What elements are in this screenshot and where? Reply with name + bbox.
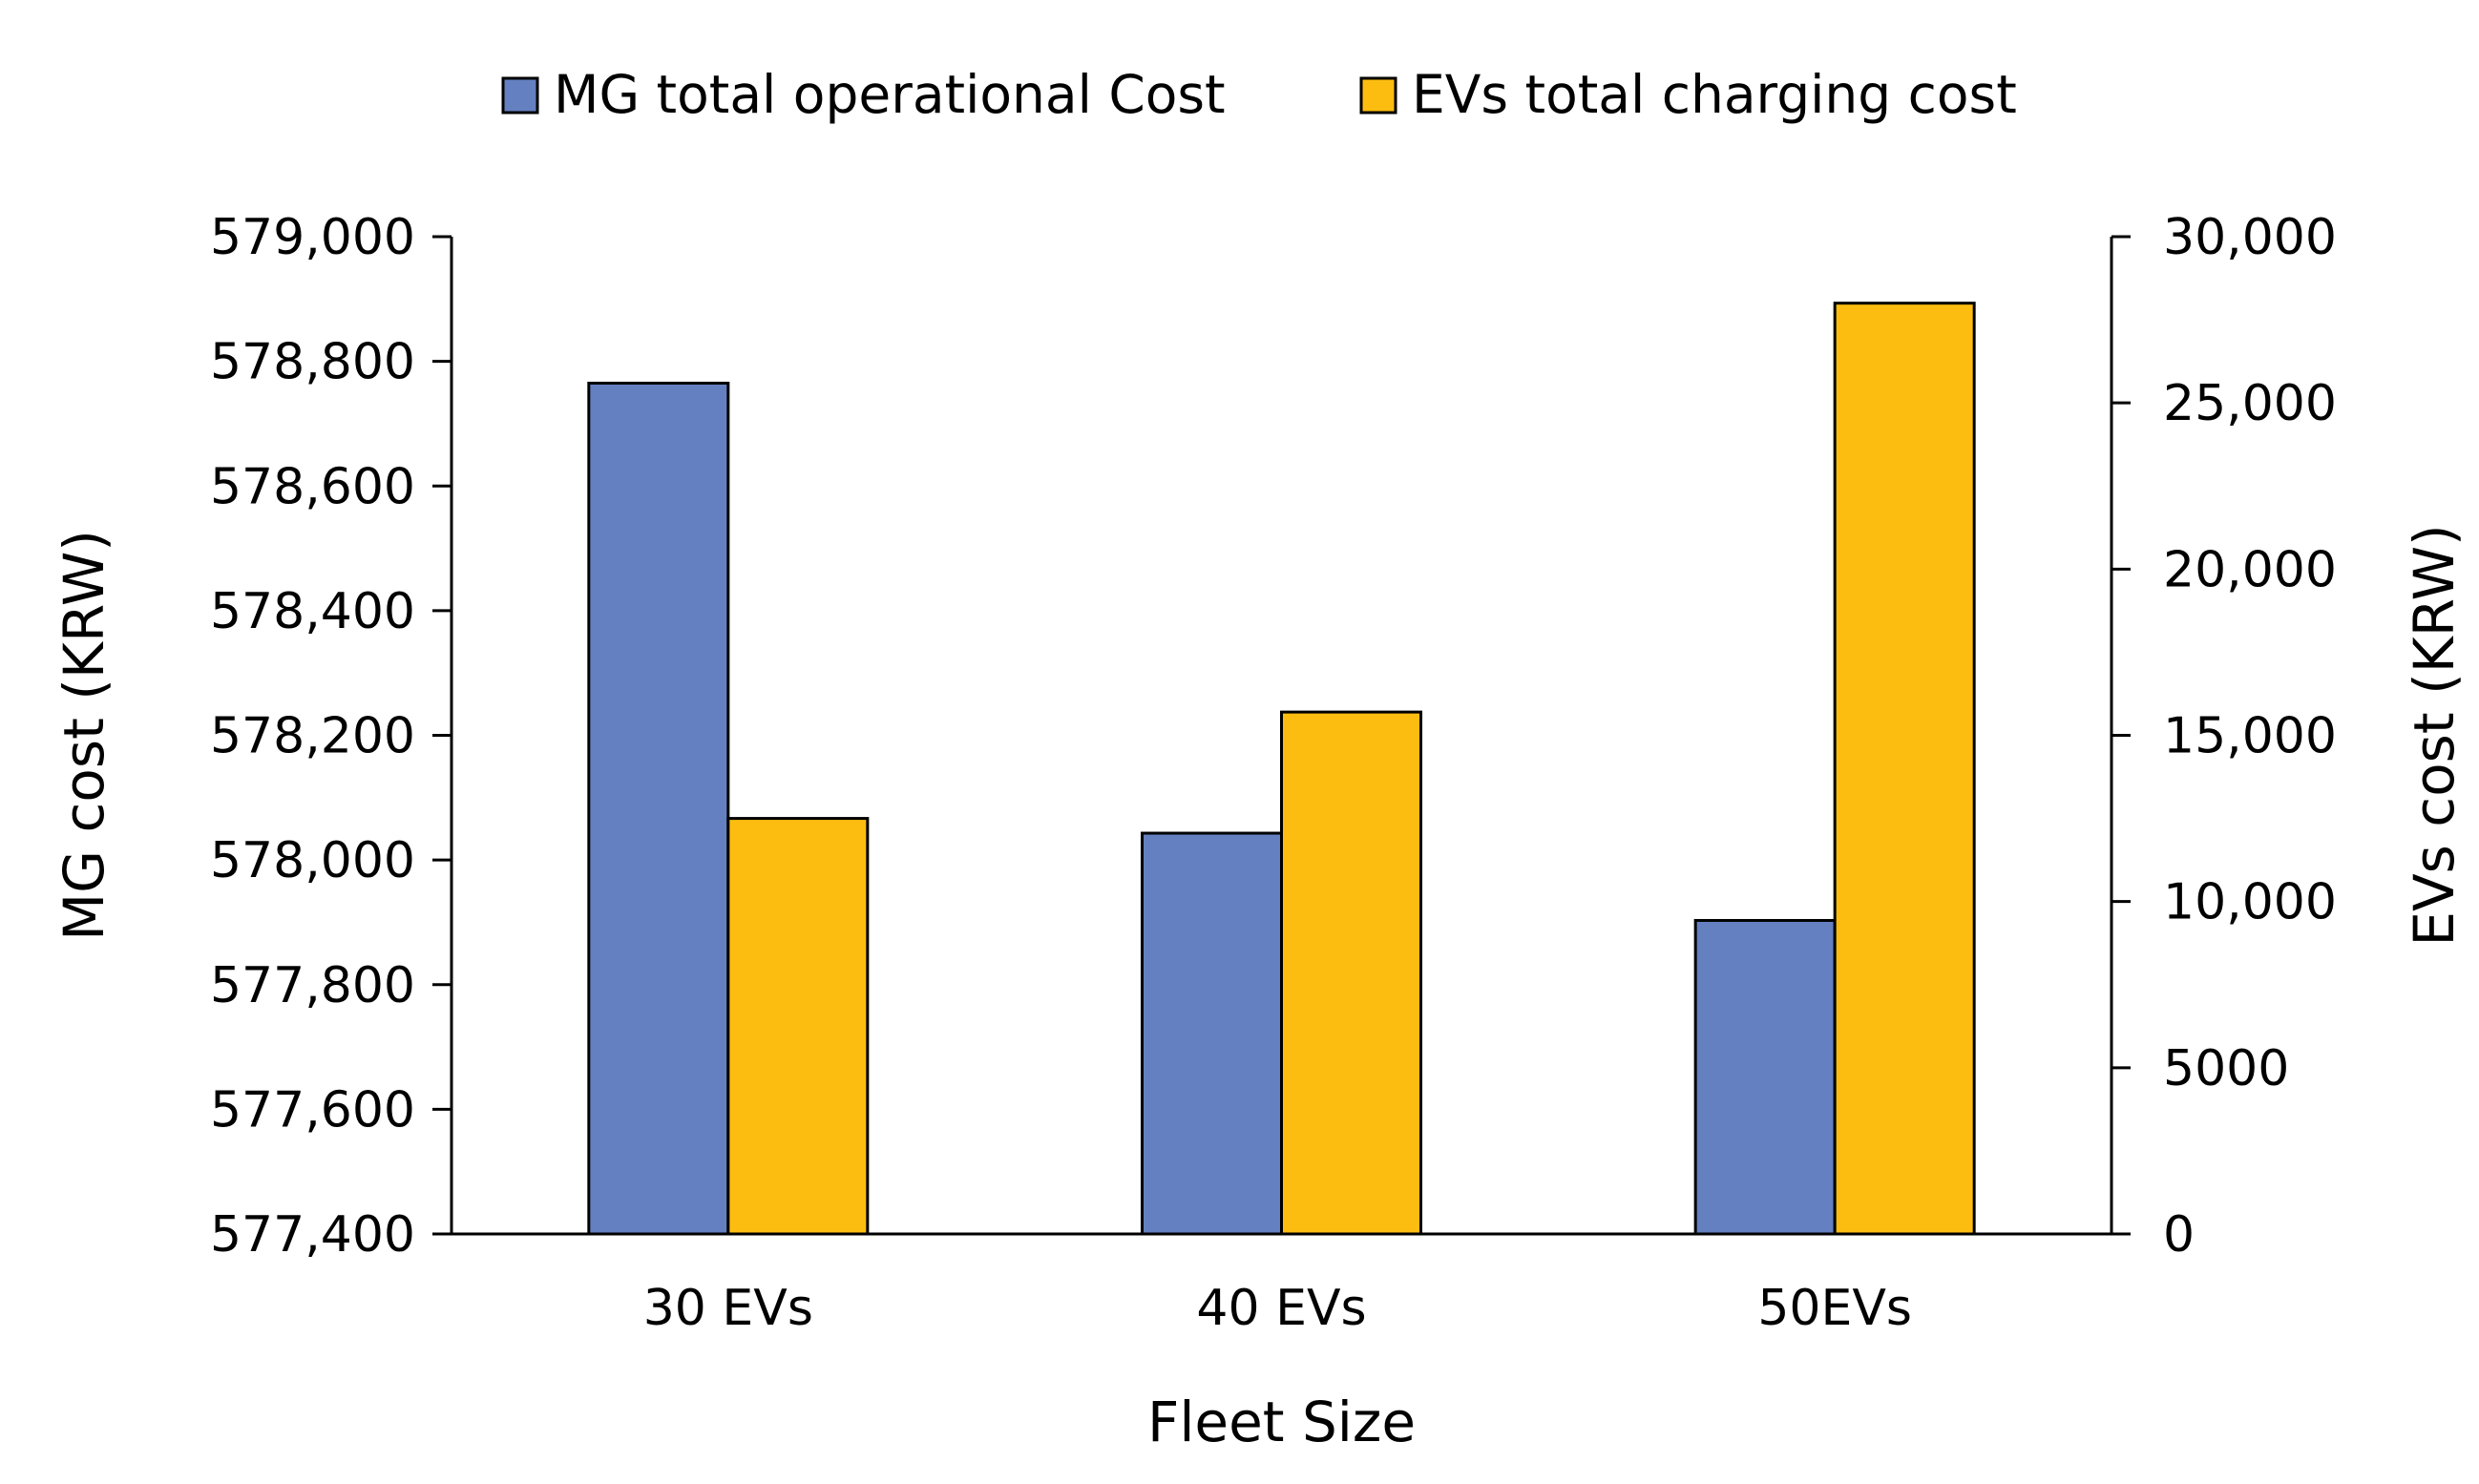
x-tick-label: 30 EVs — [643, 1280, 813, 1337]
right-y-tick-label: 30,000 — [2163, 209, 2337, 266]
mg-cost-bar-3 — [1693, 918, 1837, 1236]
right-y-tick-label: 15,000 — [2163, 708, 2337, 765]
left-y-tick-label: 578,200 — [210, 708, 415, 765]
right-y-tick-label: 0 — [2163, 1206, 2195, 1264]
legend-label-1: MG total operational Cost — [554, 64, 1226, 125]
left-y-tick-label: 578,000 — [210, 832, 415, 889]
ev-cost-bar-2 — [1280, 710, 1422, 1236]
right-y-tick-label: 10,000 — [2163, 874, 2337, 931]
legend-label-2: EVs total charging cost — [1412, 64, 2017, 125]
right-y-tick-label: 5000 — [2163, 1040, 2289, 1097]
left-y-tick-label: 577,800 — [210, 957, 415, 1014]
left-y-tick-label: 577,400 — [210, 1206, 415, 1264]
mg-cost-bar-2 — [1141, 831, 1283, 1236]
legend-swatch-1 — [501, 76, 539, 115]
x-tick-label: 40 EVs — [1196, 1280, 1366, 1337]
x-axis-title: Fleet Size — [1147, 1390, 1416, 1454]
left-y-tick-label: 577,600 — [210, 1081, 415, 1139]
ev-cost-bar-3 — [1833, 302, 1976, 1236]
legend: MG total operational Cost EVs total charg… — [501, 64, 2017, 125]
left-y-tick-label: 578,400 — [210, 583, 415, 640]
left-y-axis-title: MG cost (KRW) — [52, 530, 116, 941]
right-y-axis-title: EVs cost (KRW) — [2402, 524, 2467, 946]
axes: 30 EVs 40 EVs 50EVs 577,400 577,600 577,800 57… — [210, 209, 2337, 1337]
x-tick-label: 50EVs — [1757, 1280, 1912, 1337]
legend-swatch-2 — [1359, 76, 1397, 115]
left-y-tick-label: 578,800 — [210, 334, 415, 391]
ev-cost-bar-1 — [726, 817, 870, 1236]
left-y-tick-label: 579,000 — [210, 209, 415, 266]
mg-cost-bar-1 — [587, 381, 730, 1236]
right-y-tick-label: 25,000 — [2163, 375, 2337, 432]
left-y-tick-label: 578,600 — [210, 458, 415, 515]
bar-group — [587, 302, 1976, 1236]
right-y-tick-label: 20,000 — [2163, 541, 2337, 598]
